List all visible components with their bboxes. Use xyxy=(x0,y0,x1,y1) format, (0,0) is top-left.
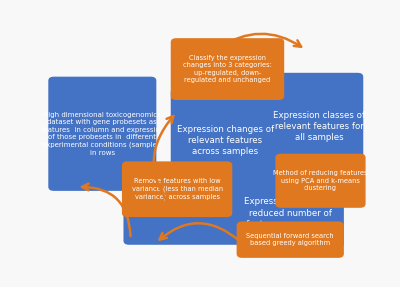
FancyBboxPatch shape xyxy=(171,38,284,100)
FancyBboxPatch shape xyxy=(275,73,363,181)
Text: Expression classes of
reduced number of
features across rows: Expression classes of reduced number of … xyxy=(244,197,336,229)
Text: Method of reducing features
using PCA and k-means
clustering: Method of reducing features using PCA an… xyxy=(273,170,368,191)
Text: Classify the expression
changes into 3 categories:
up-regulated, down-
regulated: Classify the expression changes into 3 c… xyxy=(183,55,272,83)
Text: Expression classes of
relevant features for
all samples: Expression classes of relevant features … xyxy=(273,111,365,142)
FancyBboxPatch shape xyxy=(237,222,344,258)
Text: Remove features with low
variance (less than median
variance) across samples: Remove features with low variance (less … xyxy=(132,178,223,200)
FancyBboxPatch shape xyxy=(275,154,366,208)
FancyBboxPatch shape xyxy=(122,161,232,217)
Text: High dimensional toxicogenomics
dataset with gene probesets as
features  in colu: High dimensional toxicogenomics dataset … xyxy=(41,112,164,156)
Text: Surrogate probes: Surrogate probes xyxy=(142,208,224,217)
FancyBboxPatch shape xyxy=(171,88,280,192)
Text: Sequential forward search
based greedy algorithm: Sequential forward search based greedy a… xyxy=(246,233,334,247)
Text: Expression changes of
relevant features
across samples: Expression changes of relevant features … xyxy=(177,125,274,156)
FancyBboxPatch shape xyxy=(48,77,156,191)
FancyBboxPatch shape xyxy=(237,178,344,248)
FancyBboxPatch shape xyxy=(124,181,242,245)
